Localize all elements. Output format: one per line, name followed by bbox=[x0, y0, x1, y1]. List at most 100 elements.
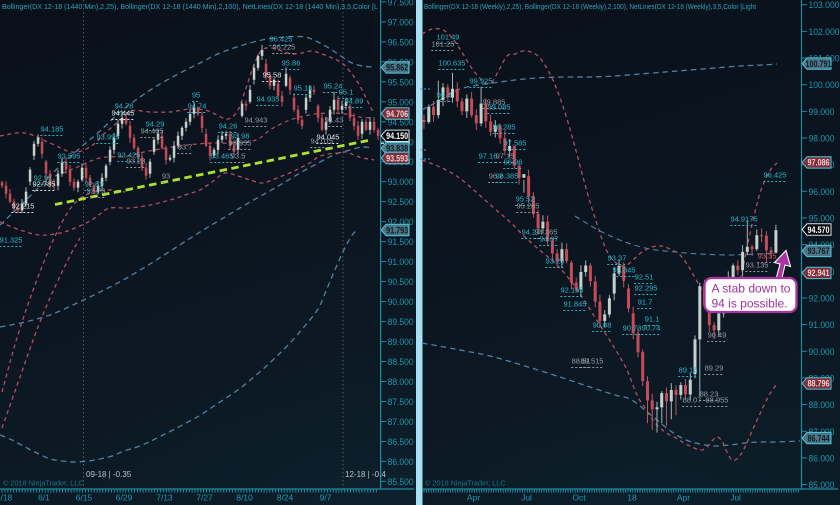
svg-text:8/10: 8/10 bbox=[236, 493, 253, 503]
svg-text:94.89: 94.89 bbox=[345, 97, 364, 106]
svg-text:94.78: 94.78 bbox=[115, 102, 134, 111]
svg-text:99.885: 99.885 bbox=[483, 98, 506, 107]
svg-text:90.88: 90.88 bbox=[593, 321, 612, 330]
svg-text:96.385: 96.385 bbox=[496, 172, 519, 181]
svg-text:97.086: 97.086 bbox=[808, 158, 830, 168]
svg-text:Apr: Apr bbox=[677, 493, 690, 503]
svg-text:6/15: 6/15 bbox=[76, 493, 93, 503]
svg-text:86.000: 86.000 bbox=[388, 457, 414, 467]
svg-text:91.000: 91.000 bbox=[388, 257, 414, 267]
svg-text:Jul: Jul bbox=[521, 493, 532, 503]
svg-text:96.425: 96.425 bbox=[270, 35, 293, 44]
svg-text:91.7: 91.7 bbox=[638, 298, 653, 307]
svg-text:100.635: 100.635 bbox=[438, 59, 465, 68]
svg-text:94.74: 94.74 bbox=[188, 102, 207, 111]
svg-text:95.52: 95.52 bbox=[516, 195, 535, 204]
svg-text:94 is possible.: 94 is possible. bbox=[712, 297, 788, 311]
svg-text:92.000: 92.000 bbox=[809, 294, 835, 304]
svg-text:92.51: 92.51 bbox=[635, 273, 654, 282]
svg-text:94.500: 94.500 bbox=[388, 117, 414, 127]
svg-text:93.35: 93.35 bbox=[758, 252, 777, 261]
svg-text:90.49: 90.49 bbox=[708, 331, 727, 340]
svg-text:94.045: 94.045 bbox=[317, 133, 340, 142]
svg-text:90.74: 90.74 bbox=[642, 324, 661, 333]
svg-text:89.000: 89.000 bbox=[388, 337, 414, 347]
svg-text:88.796: 88.796 bbox=[808, 379, 830, 389]
svg-text:96.2: 96.2 bbox=[489, 172, 504, 181]
svg-text:09-18 | -0.35: 09-18 | -0.35 bbox=[86, 470, 132, 479]
svg-text:93.838: 93.838 bbox=[386, 144, 408, 154]
svg-text:100.791: 100.791 bbox=[806, 59, 832, 69]
svg-text:92.215: 92.215 bbox=[12, 202, 35, 211]
svg-text:87.500: 87.500 bbox=[388, 397, 414, 407]
svg-text:94.43: 94.43 bbox=[325, 116, 344, 125]
svg-text:6/29: 6/29 bbox=[116, 493, 133, 503]
svg-text:Bollinger(DX 12-18 (1440 Min),: Bollinger(DX 12-18 (1440 Min),2,25), Bol… bbox=[2, 2, 378, 11]
svg-text:93.135: 93.135 bbox=[746, 261, 769, 270]
svg-text:12-18 | -0.4: 12-18 | -0.4 bbox=[345, 470, 386, 479]
svg-text:99.925: 99.925 bbox=[470, 77, 493, 86]
svg-text:93.98: 93.98 bbox=[231, 132, 250, 141]
svg-text:99.000: 99.000 bbox=[809, 107, 835, 117]
svg-text:92.73: 92.73 bbox=[87, 187, 106, 196]
svg-text:93.28: 93.28 bbox=[127, 157, 146, 166]
svg-text:95.1: 95.1 bbox=[339, 88, 354, 97]
svg-text:95.000: 95.000 bbox=[388, 97, 414, 107]
svg-text:94.27: 94.27 bbox=[522, 228, 541, 237]
svg-text:90.000: 90.000 bbox=[809, 347, 835, 357]
svg-text:94.150: 94.150 bbox=[386, 131, 408, 141]
svg-text:18: 18 bbox=[627, 493, 637, 503]
svg-text:92.000: 92.000 bbox=[388, 217, 414, 227]
svg-text:Oct: Oct bbox=[572, 493, 586, 503]
svg-text:86.000: 86.000 bbox=[809, 453, 835, 463]
svg-text:92.82: 92.82 bbox=[85, 180, 104, 189]
svg-text:96.96: 96.96 bbox=[504, 158, 523, 167]
svg-text:93.23: 93.23 bbox=[546, 257, 565, 266]
svg-text:103.000: 103.000 bbox=[809, 0, 840, 10]
svg-text:101.49: 101.49 bbox=[437, 33, 460, 42]
svg-text:92.941: 92.941 bbox=[808, 268, 830, 278]
svg-text:94.445: 94.445 bbox=[112, 109, 135, 118]
svg-text:95: 95 bbox=[192, 91, 200, 100]
svg-text:87.000: 87.000 bbox=[809, 427, 835, 437]
svg-text:95.58: 95.58 bbox=[263, 71, 282, 80]
svg-text:90.73: 90.73 bbox=[623, 324, 642, 333]
svg-text:98.285: 98.285 bbox=[493, 123, 516, 132]
svg-text:88.23: 88.23 bbox=[700, 390, 719, 399]
svg-text:5/18: 5/18 bbox=[0, 493, 13, 503]
svg-text:88.07: 88.07 bbox=[683, 396, 702, 405]
svg-text:95.500: 95.500 bbox=[388, 77, 414, 87]
svg-text:88.955: 88.955 bbox=[706, 396, 729, 405]
svg-text:94.185: 94.185 bbox=[41, 125, 64, 134]
svg-text:85.500: 85.500 bbox=[388, 477, 414, 487]
svg-text:© 2018 NinjaTrader, LLC: © 2018 NinjaTrader, LLC bbox=[425, 479, 506, 488]
svg-text:88.51: 88.51 bbox=[572, 357, 591, 366]
svg-text:102.000: 102.000 bbox=[809, 27, 840, 37]
svg-text:94.943: 94.943 bbox=[245, 116, 268, 125]
svg-text:89.29: 89.29 bbox=[705, 364, 724, 373]
svg-text:94.26: 94.26 bbox=[219, 122, 238, 131]
svg-text:93.595: 93.595 bbox=[58, 152, 81, 161]
svg-text:99.085: 99.085 bbox=[488, 103, 511, 112]
svg-text:93.000: 93.000 bbox=[388, 177, 414, 187]
svg-text:A stab down to: A stab down to bbox=[712, 282, 791, 296]
svg-text:93.7: 93.7 bbox=[178, 143, 193, 152]
svg-text:6/1: 6/1 bbox=[38, 493, 50, 503]
svg-text:92.91: 92.91 bbox=[34, 174, 53, 183]
svg-text:92.500: 92.500 bbox=[388, 197, 414, 207]
svg-text:88.500: 88.500 bbox=[388, 357, 414, 367]
svg-text:94.9175: 94.9175 bbox=[730, 215, 757, 224]
svg-text:97.16: 97.16 bbox=[479, 152, 498, 161]
svg-text:94.29: 94.29 bbox=[146, 120, 165, 129]
svg-text:8/24: 8/24 bbox=[277, 493, 294, 503]
svg-text:95.24: 95.24 bbox=[324, 82, 343, 91]
svg-text:88.000: 88.000 bbox=[388, 377, 414, 387]
svg-text:91.793: 91.793 bbox=[386, 225, 408, 235]
svg-text:90.000: 90.000 bbox=[388, 297, 414, 307]
svg-text:93: 93 bbox=[162, 172, 170, 181]
svg-text:92.165: 92.165 bbox=[561, 286, 584, 295]
svg-text:100.000: 100.000 bbox=[809, 80, 840, 90]
svg-text:95.285: 95.285 bbox=[517, 202, 540, 211]
svg-text:95.16: 95.16 bbox=[294, 84, 313, 93]
svg-text:9/7: 9/7 bbox=[320, 493, 332, 503]
